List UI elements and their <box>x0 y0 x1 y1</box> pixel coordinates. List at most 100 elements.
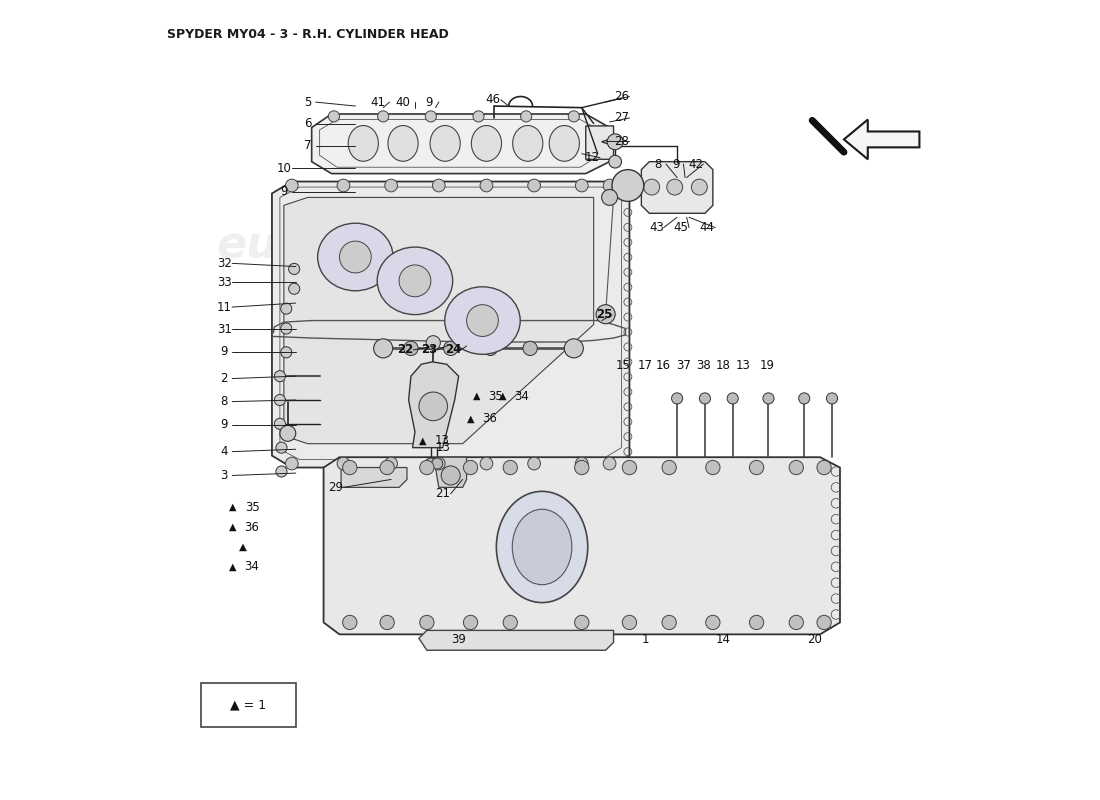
Text: 9: 9 <box>280 186 287 198</box>
Circle shape <box>569 111 580 122</box>
Text: 3: 3 <box>221 469 228 482</box>
Circle shape <box>520 111 531 122</box>
Circle shape <box>288 283 300 294</box>
Circle shape <box>644 179 660 195</box>
Circle shape <box>706 460 721 474</box>
Circle shape <box>662 615 676 630</box>
Text: 38: 38 <box>696 359 711 372</box>
Text: 6: 6 <box>304 117 311 130</box>
Polygon shape <box>341 467 407 487</box>
Circle shape <box>276 442 287 454</box>
Ellipse shape <box>472 126 502 162</box>
Ellipse shape <box>496 491 587 602</box>
Circle shape <box>603 457 616 470</box>
Text: 19: 19 <box>759 359 774 372</box>
Circle shape <box>343 460 358 474</box>
Ellipse shape <box>513 510 572 585</box>
Polygon shape <box>844 119 920 159</box>
Ellipse shape <box>549 126 580 162</box>
Circle shape <box>286 179 298 192</box>
Text: 37: 37 <box>676 359 691 372</box>
Text: 33: 33 <box>217 276 232 289</box>
Circle shape <box>623 615 637 630</box>
Ellipse shape <box>349 126 378 162</box>
Text: 45: 45 <box>673 221 689 234</box>
Text: 28: 28 <box>614 134 629 147</box>
Polygon shape <box>408 362 459 448</box>
Circle shape <box>528 457 540 470</box>
Circle shape <box>288 263 300 274</box>
Text: eurospares: eurospares <box>486 514 768 557</box>
Circle shape <box>480 179 493 192</box>
Text: 8: 8 <box>221 395 228 408</box>
Circle shape <box>528 179 540 192</box>
Circle shape <box>749 615 763 630</box>
Circle shape <box>431 458 442 469</box>
Circle shape <box>426 111 437 122</box>
Circle shape <box>274 418 286 430</box>
Text: 36: 36 <box>244 521 260 534</box>
Text: eurospares: eurospares <box>217 223 497 266</box>
Text: 17: 17 <box>638 359 652 372</box>
Circle shape <box>337 179 350 192</box>
Text: 41: 41 <box>370 95 385 109</box>
Circle shape <box>432 179 446 192</box>
Text: 7: 7 <box>304 139 311 152</box>
Text: 11: 11 <box>217 301 232 314</box>
Circle shape <box>602 190 617 206</box>
Circle shape <box>662 460 676 474</box>
Text: ▲: ▲ <box>229 502 236 512</box>
Circle shape <box>700 393 711 404</box>
Text: 4: 4 <box>220 445 228 458</box>
Circle shape <box>749 460 763 474</box>
Polygon shape <box>323 457 840 634</box>
Circle shape <box>480 457 493 470</box>
Circle shape <box>279 426 296 442</box>
Circle shape <box>419 392 448 421</box>
Text: ▲: ▲ <box>473 391 481 401</box>
Text: 35: 35 <box>488 390 504 402</box>
Circle shape <box>575 457 589 470</box>
Circle shape <box>337 457 350 470</box>
Text: 32: 32 <box>217 257 232 270</box>
Text: 5: 5 <box>304 95 311 109</box>
Text: 13: 13 <box>434 434 450 447</box>
Circle shape <box>466 305 498 337</box>
Circle shape <box>763 393 774 404</box>
Text: 15: 15 <box>616 359 630 372</box>
Circle shape <box>276 466 287 477</box>
Polygon shape <box>272 182 629 467</box>
Circle shape <box>564 339 583 358</box>
Circle shape <box>473 111 484 122</box>
Ellipse shape <box>377 247 453 314</box>
Text: 12: 12 <box>584 151 600 164</box>
Polygon shape <box>641 162 713 214</box>
Circle shape <box>432 457 446 470</box>
Circle shape <box>274 394 286 406</box>
Polygon shape <box>419 630 614 650</box>
Polygon shape <box>434 457 466 487</box>
Text: 26: 26 <box>614 90 629 103</box>
Text: ▲: ▲ <box>229 522 236 532</box>
Circle shape <box>826 393 837 404</box>
Ellipse shape <box>513 126 543 162</box>
Circle shape <box>463 615 477 630</box>
Circle shape <box>377 111 388 122</box>
Circle shape <box>329 111 340 122</box>
Circle shape <box>706 615 721 630</box>
Circle shape <box>426 458 437 469</box>
Circle shape <box>420 615 434 630</box>
Circle shape <box>379 460 394 474</box>
Circle shape <box>385 457 397 470</box>
Text: ▲: ▲ <box>229 562 236 572</box>
Text: 22: 22 <box>397 343 414 357</box>
Polygon shape <box>311 114 609 174</box>
Text: 9: 9 <box>220 345 228 358</box>
Circle shape <box>280 346 292 358</box>
Circle shape <box>503 460 517 474</box>
Circle shape <box>385 179 397 192</box>
Circle shape <box>503 615 517 630</box>
Text: 9: 9 <box>426 95 433 109</box>
Circle shape <box>612 170 643 202</box>
Text: 39: 39 <box>451 634 466 646</box>
